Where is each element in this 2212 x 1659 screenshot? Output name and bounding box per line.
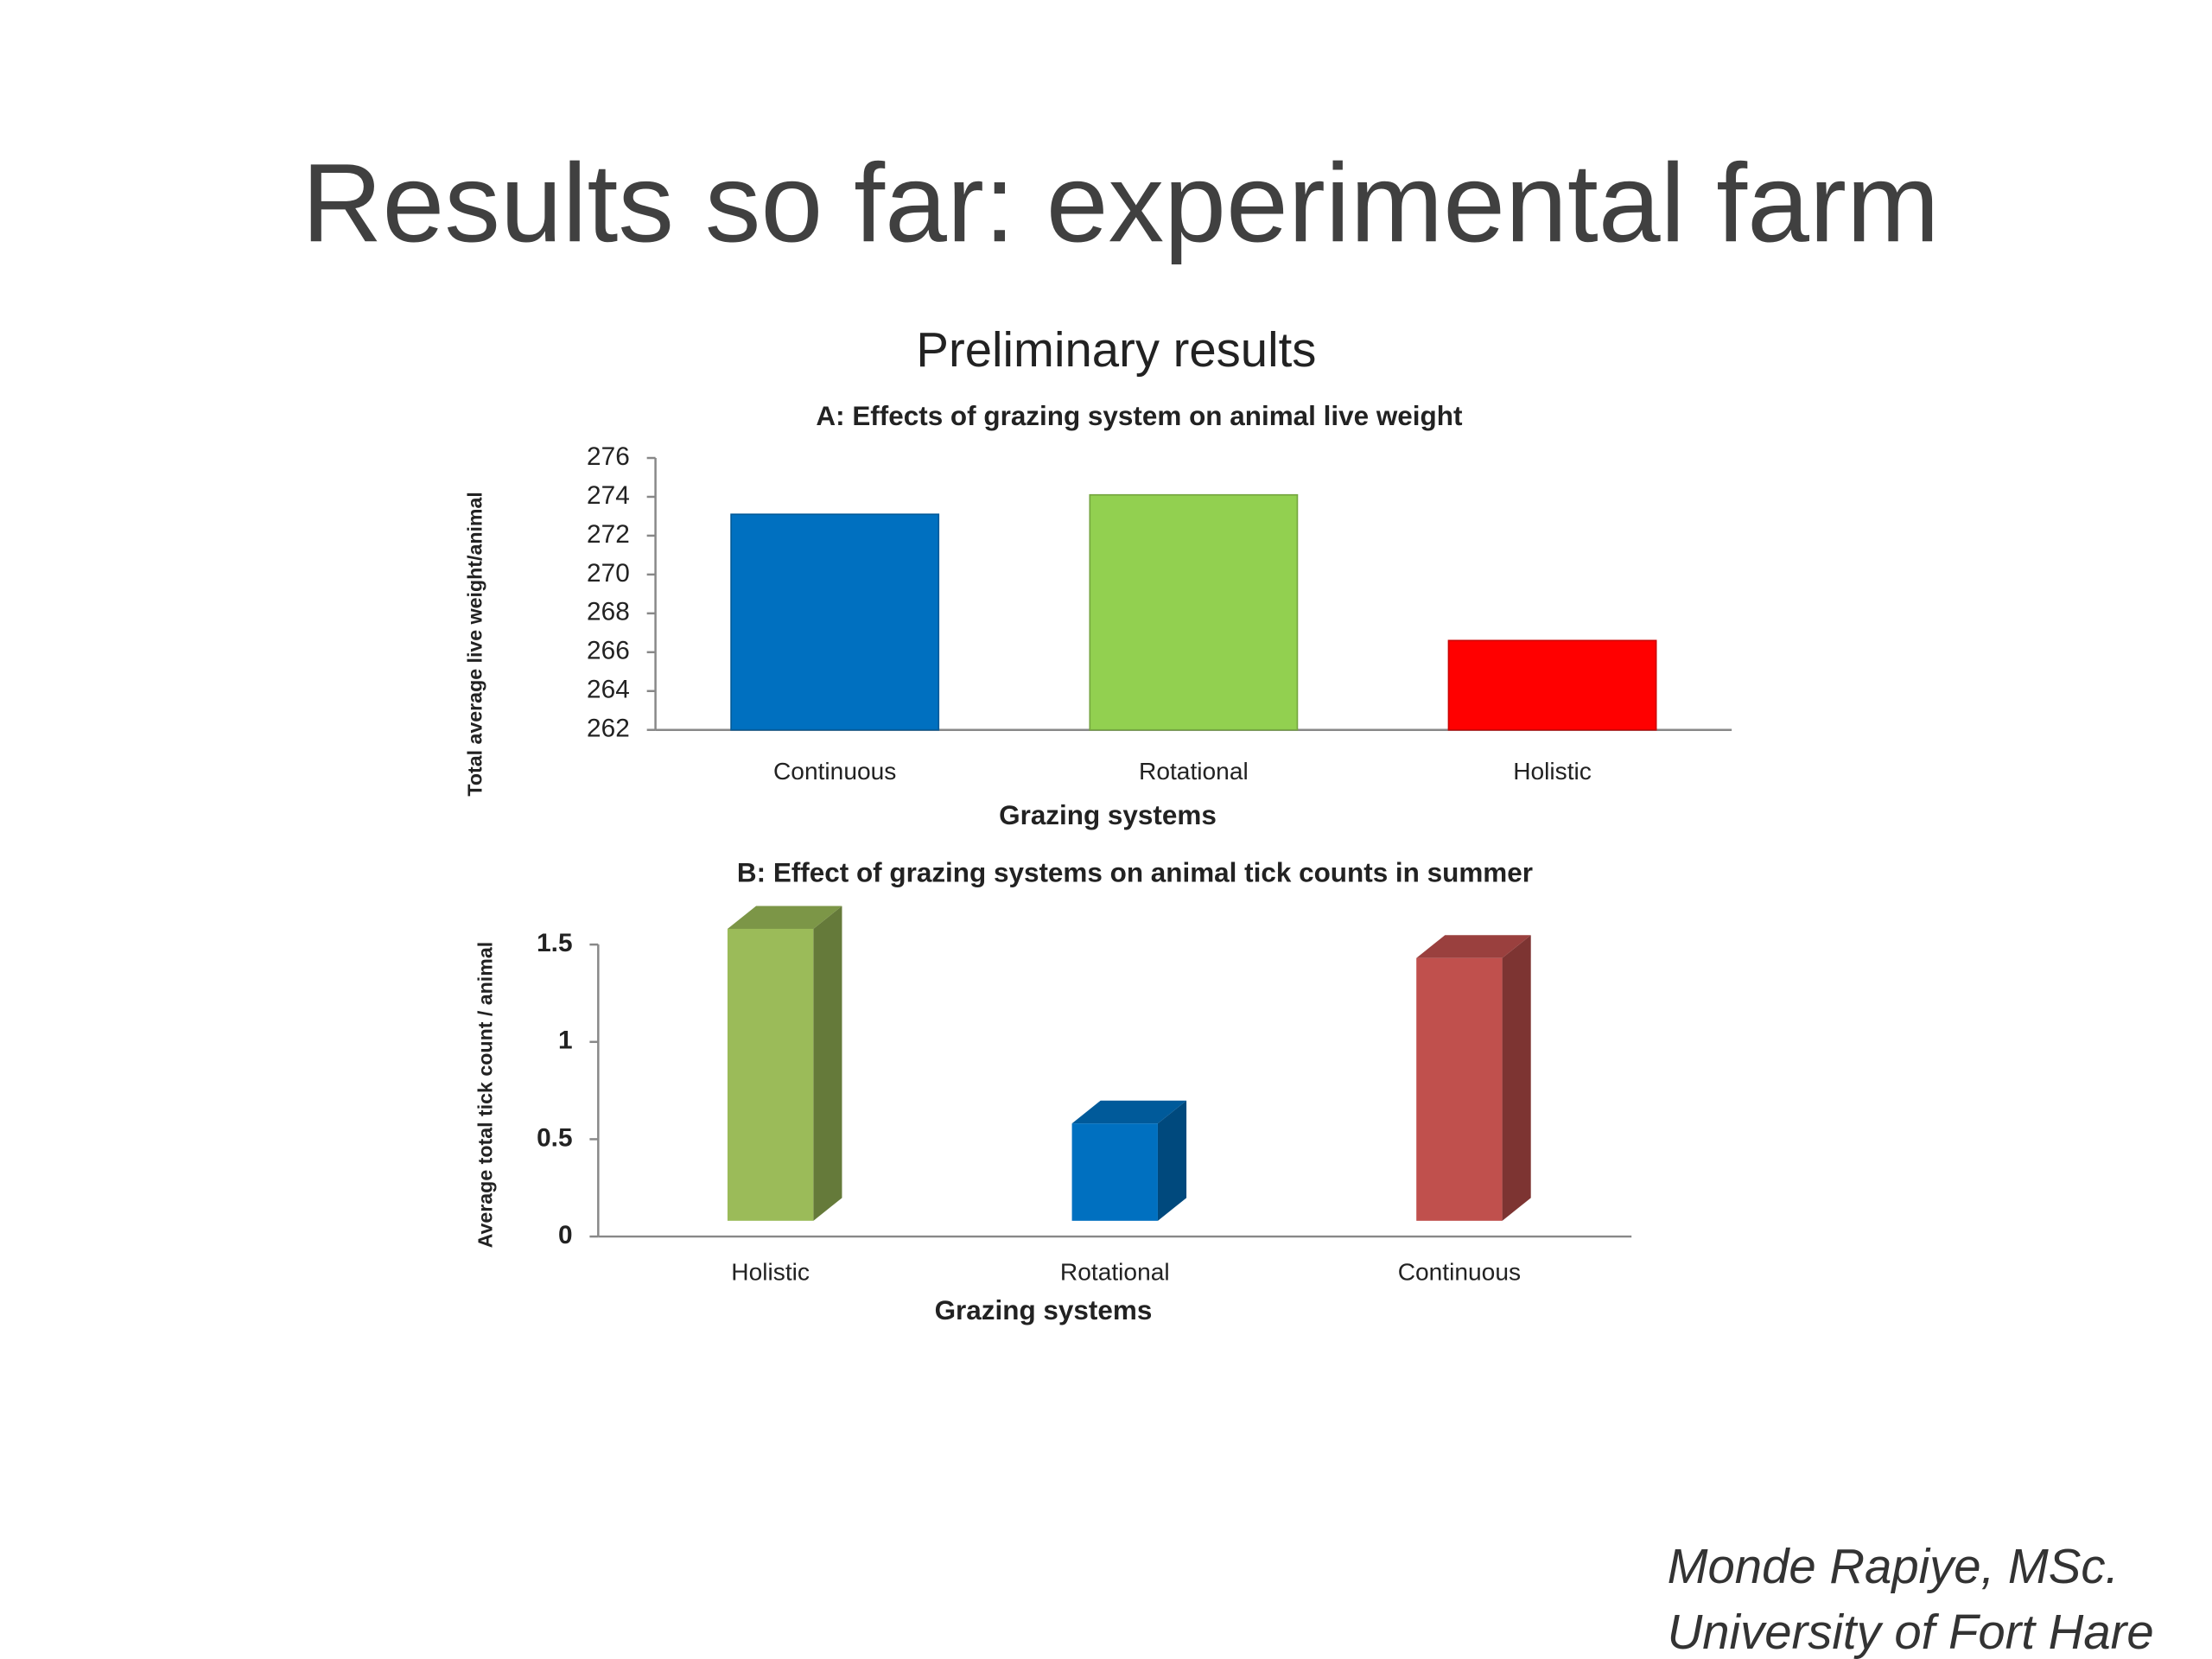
bar-top	[727, 906, 842, 929]
slide-subtitle: Preliminary results	[916, 322, 1316, 377]
bar	[1089, 493, 1299, 731]
bar-side	[1502, 935, 1531, 1221]
x-tick-label: Continuous	[1398, 1259, 1521, 1286]
y-tick-label: 1.5	[537, 929, 572, 957]
bar	[730, 513, 940, 731]
y-tick-label: 0	[558, 1221, 573, 1249]
x-tick-label: Holistic	[1513, 758, 1592, 785]
x-tick-label: Continuous	[773, 758, 896, 785]
y-tick-label: 1	[558, 1027, 573, 1055]
bar	[1447, 639, 1657, 731]
x-tick-label: Holistic	[731, 1259, 810, 1286]
y-tick-label: 268	[587, 598, 630, 626]
affiliation: University of Fort Hare	[1668, 1605, 2154, 1659]
y-tick-label: 266	[587, 637, 630, 665]
x-axis-label: Grazing systems	[935, 1295, 1153, 1325]
y-axis-label: Average total tick count / animal	[474, 942, 496, 1249]
y-tick-label: 276	[587, 442, 630, 471]
x-tick-label: Rotational	[1060, 1259, 1170, 1286]
bar	[1416, 957, 1503, 1221]
y-tick-label: 0.5	[537, 1123, 572, 1152]
bar	[727, 928, 814, 1221]
y-tick-label: 262	[587, 715, 630, 743]
author: Monde Rapiye, MSc.	[1668, 1539, 2120, 1593]
bar-top	[1416, 935, 1531, 958]
y-tick-label: 272	[587, 520, 630, 549]
x-axis-label: Grazing systems	[999, 800, 1217, 830]
bar-side	[1157, 1100, 1187, 1221]
slide-title: Results so far: experimental farm	[302, 141, 1939, 265]
bar-side	[813, 906, 842, 1221]
bar-top	[1071, 1100, 1187, 1124]
chart-title: A: Effects of grazing system on animal l…	[816, 401, 1463, 431]
y-axis-label: Total average live weight/animal	[464, 492, 486, 796]
y-tick-label: 270	[587, 559, 630, 588]
bar	[1071, 1123, 1158, 1221]
y-tick-label: 264	[587, 676, 630, 704]
chart-title: B: Effect of grazing systems on animal t…	[737, 857, 1533, 887]
x-tick-label: Rotational	[1139, 758, 1249, 785]
y-tick-label: 274	[587, 481, 630, 510]
